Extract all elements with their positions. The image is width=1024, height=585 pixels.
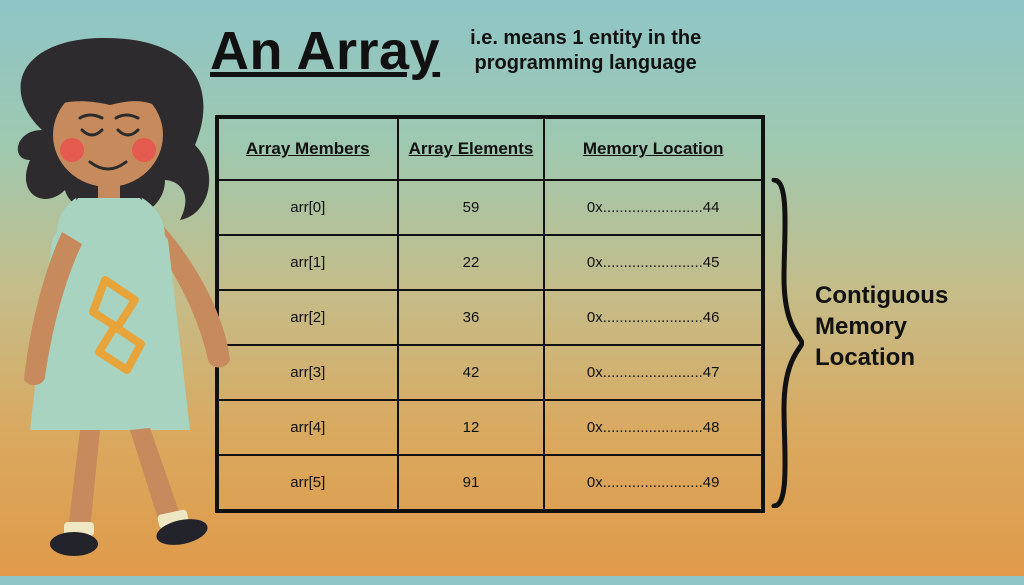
col-header-elements: Array Elements — [398, 118, 545, 180]
cell-location: 0x........................45 — [544, 235, 762, 290]
header-row: An Array i.e. means 1 entity in the prog… — [210, 20, 994, 82]
page-subtitle: i.e. means 1 entity in the programming l… — [470, 26, 701, 76]
character-illustration — [0, 30, 250, 580]
subtitle-line-2: programming language — [470, 51, 701, 76]
annotation-line-2: Memory — [815, 311, 948, 342]
table-row: arr[1] 22 0x........................45 — [218, 235, 762, 290]
cell-element: 22 — [398, 235, 545, 290]
table-row: arr[2] 36 0x........................46 — [218, 290, 762, 345]
annotation-line-1: Contiguous — [815, 280, 948, 311]
cell-location: 0x........................46 — [544, 290, 762, 345]
array-table: Array Members Array Elements Memory Loca… — [215, 115, 765, 513]
table-row: arr[0] 59 0x........................44 — [218, 180, 762, 235]
cell-location: 0x........................48 — [544, 400, 762, 455]
cell-location: 0x........................47 — [544, 345, 762, 400]
memory-annotation: Contiguous Memory Location — [815, 280, 948, 374]
cell-element: 59 — [398, 180, 545, 235]
table-row: arr[4] 12 0x........................48 — [218, 400, 762, 455]
table-row: arr[3] 42 0x........................47 — [218, 345, 762, 400]
cell-element: 91 — [398, 455, 545, 510]
cell-element: 36 — [398, 290, 545, 345]
cell-element: 12 — [398, 400, 545, 455]
table-header-row: Array Members Array Elements Memory Loca… — [218, 118, 762, 180]
cell-location: 0x........................49 — [544, 455, 762, 510]
table: Array Members Array Elements Memory Loca… — [217, 117, 763, 511]
cell-element: 42 — [398, 345, 545, 400]
table-row: arr[5] 91 0x........................49 — [218, 455, 762, 510]
annotation-line-3: Location — [815, 342, 948, 373]
col-header-location: Memory Location — [544, 118, 762, 180]
brace-icon — [770, 178, 804, 508]
cell-location: 0x........................44 — [544, 180, 762, 235]
subtitle-line-1: i.e. means 1 entity in the — [470, 26, 701, 51]
